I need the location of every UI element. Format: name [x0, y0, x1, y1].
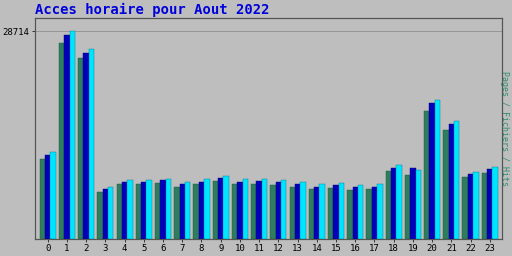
Bar	[275, 182, 281, 239]
Bar	[295, 184, 300, 239]
Bar	[482, 173, 487, 239]
Bar	[83, 53, 89, 239]
Bar	[314, 187, 319, 239]
Bar	[160, 180, 166, 239]
Bar	[309, 189, 314, 239]
Bar	[405, 175, 410, 239]
Bar	[372, 187, 377, 239]
Bar	[243, 179, 248, 239]
Bar	[454, 121, 459, 239]
Bar	[347, 190, 353, 239]
Bar	[155, 183, 160, 239]
Bar	[45, 155, 50, 239]
Bar	[194, 184, 199, 239]
Bar	[262, 179, 267, 239]
Bar	[443, 130, 449, 239]
Bar	[180, 184, 185, 239]
Bar	[300, 182, 306, 239]
Bar	[487, 169, 493, 239]
Bar	[410, 168, 416, 239]
Bar	[473, 172, 479, 239]
Bar	[270, 185, 275, 239]
Bar	[281, 180, 286, 239]
Bar	[377, 184, 382, 239]
Bar	[462, 177, 468, 239]
Bar	[424, 111, 430, 239]
Bar	[223, 176, 229, 239]
Bar	[185, 182, 190, 239]
Bar	[89, 49, 94, 239]
Bar	[353, 187, 358, 239]
Bar	[396, 165, 402, 239]
Bar	[59, 44, 64, 239]
Bar	[333, 185, 339, 239]
Bar	[328, 188, 333, 239]
Bar	[108, 187, 114, 239]
Bar	[435, 100, 440, 239]
Bar	[232, 184, 237, 239]
Bar	[251, 184, 257, 239]
Bar	[493, 167, 498, 239]
Bar	[386, 171, 391, 239]
Bar	[416, 170, 421, 239]
Bar	[367, 189, 372, 239]
Bar	[212, 181, 218, 239]
Bar	[218, 178, 223, 239]
Bar	[117, 184, 122, 239]
Bar	[199, 182, 204, 239]
Text: Acces horaire pour Aout 2022: Acces horaire pour Aout 2022	[35, 3, 270, 17]
Bar	[141, 182, 146, 239]
Bar	[64, 35, 70, 239]
Bar	[391, 168, 396, 239]
Bar	[319, 184, 325, 239]
Bar	[339, 183, 344, 239]
Bar	[449, 124, 454, 239]
Bar	[78, 58, 83, 239]
Bar	[430, 103, 435, 239]
Bar	[204, 179, 209, 239]
Bar	[468, 174, 473, 239]
Bar	[289, 187, 295, 239]
Bar	[358, 185, 364, 239]
Bar	[237, 182, 243, 239]
Bar	[166, 179, 171, 239]
Y-axis label: Pages / Fichiers / Hits: Pages / Fichiers / Hits	[500, 71, 509, 186]
Bar	[50, 152, 56, 239]
Bar	[174, 187, 180, 239]
Bar	[136, 184, 141, 239]
Bar	[257, 181, 262, 239]
Bar	[70, 31, 75, 239]
Bar	[122, 182, 127, 239]
Bar	[127, 180, 133, 239]
Bar	[146, 180, 152, 239]
Bar	[103, 189, 108, 239]
Bar	[39, 159, 45, 239]
Bar	[97, 192, 103, 239]
